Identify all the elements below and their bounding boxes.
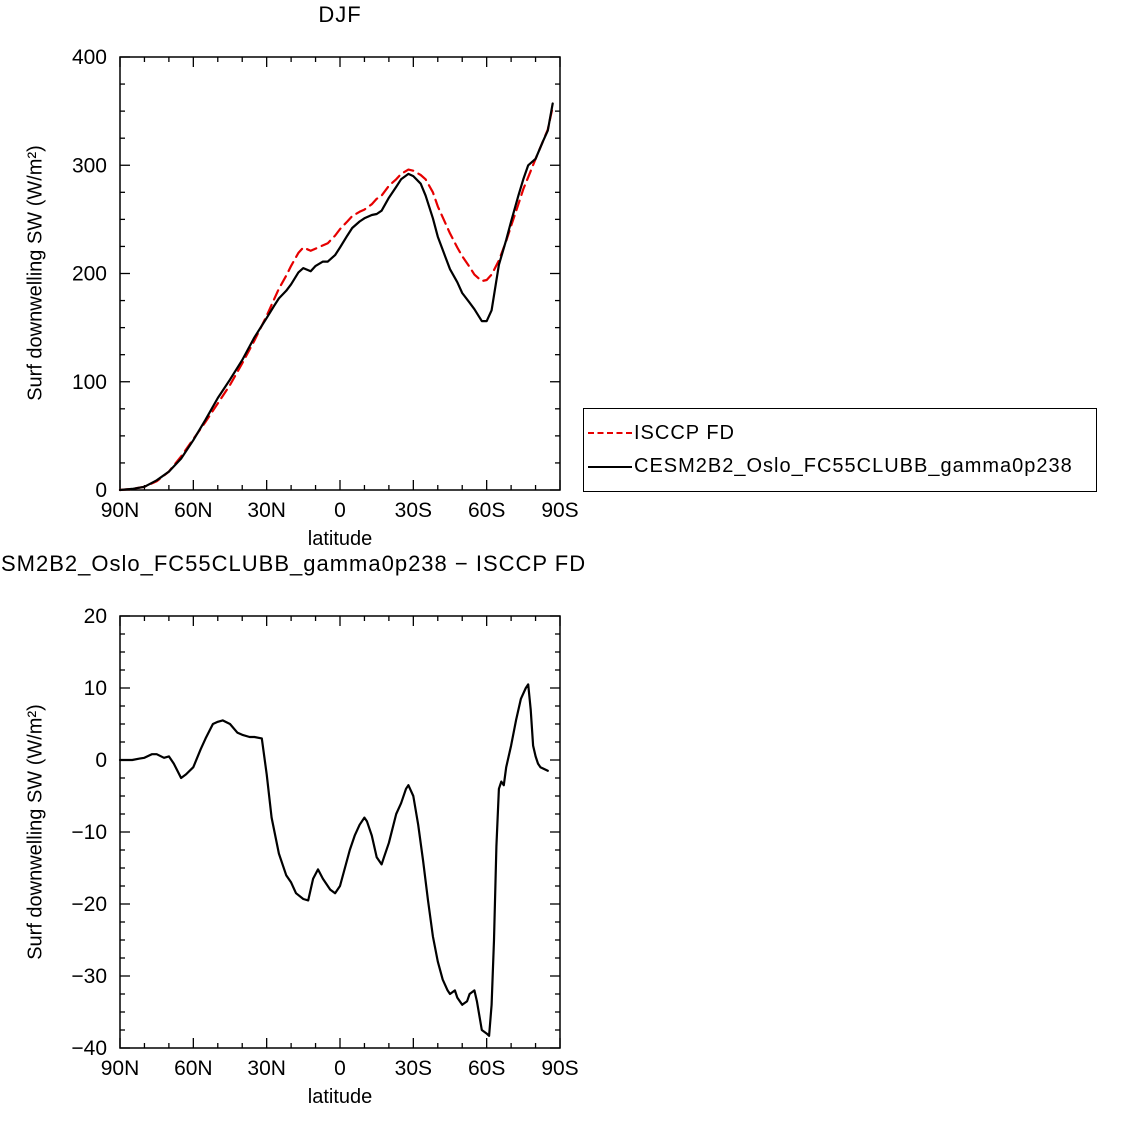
top-chart-plot: 90N 60N 30N 0 30S 60S 90S 0 100 200 300 400 [72,46,579,522]
bottom-chart-y-axis-label: Surf downwelling SW (W/m²) [24,704,47,960]
y-tick-label: −10 [71,821,107,844]
legend-entry-isccp-fd: ISCCP FD [588,422,1096,445]
series-cesm2b2-oslo-fc55clubb-gamma0p238 [118,102,554,492]
y-tick-label: 400 [72,46,107,69]
x-tick-label: 30N [247,1057,286,1080]
y-tick-label: 10 [84,677,107,700]
x-tick-label: 30N [247,499,286,522]
x-tick-label: 60N [174,1057,213,1080]
x-tick-label: 90N [101,499,140,522]
legend: ISCCP FD CESM2B2_Oslo_FC55CLUBB_gamma0p2… [583,408,1097,492]
x-tick-label: 90S [541,499,578,522]
legend-label-cesm2b2: CESM2B2_Oslo_FC55CLUBB_gamma0p238 [634,455,1073,478]
x-tick-label: 0 [334,1057,346,1080]
x-tick-label: 90N [101,1057,140,1080]
y-tick-label: −30 [71,965,107,988]
x-tick-label: 60S [468,1057,505,1080]
legend-entry-cesm2b2: CESM2B2_Oslo_FC55CLUBB_gamma0p238 [588,455,1096,478]
legend-line-sample-cesm2b2 [588,465,632,468]
plot-frame [119,615,561,1049]
x-tick-label: 30S [395,499,432,522]
x-tick-label: 60N [174,499,213,522]
top-chart-y-axis-label: Surf downwelling SW (W/m²) [24,145,47,401]
series-difference [118,683,549,1037]
x-tick-label: 0 [334,499,346,522]
legend-label-isccp-fd: ISCCP FD [634,421,735,444]
x-tick-label: 30S [395,1057,432,1080]
top-chart-x-axis-label: latitude [307,528,373,550]
bottom-chart-x-axis-label: latitude [307,1086,373,1108]
y-tick-label: −20 [71,893,107,916]
y-tick-label: 100 [72,371,107,394]
bottom-chart-plot: 90N 60N 30N 0 30S 60S 90S 20 10 0 −10 −20 −30 −40 [71,605,578,1080]
y-tick-label: 0 [95,479,107,502]
y-tick-label: −40 [71,1037,107,1060]
plot-frame [119,56,561,491]
y-tick-label: 300 [72,154,107,177]
x-tick-label: 60S [468,499,505,522]
y-tick-label: 0 [95,749,107,772]
x-tick-label: 90S [541,1057,578,1080]
y-tick-label: 20 [84,605,107,628]
legend-line-sample-isccp-fd [588,432,632,435]
top-chart-title: DJF [318,2,362,27]
series-isccp-fd [118,105,554,492]
y-tick-label: 200 [72,263,107,286]
bottom-chart-title: SM2B2_Oslo_FC55CLUBB_gamma0p238 − ISCCP … [1,551,587,576]
